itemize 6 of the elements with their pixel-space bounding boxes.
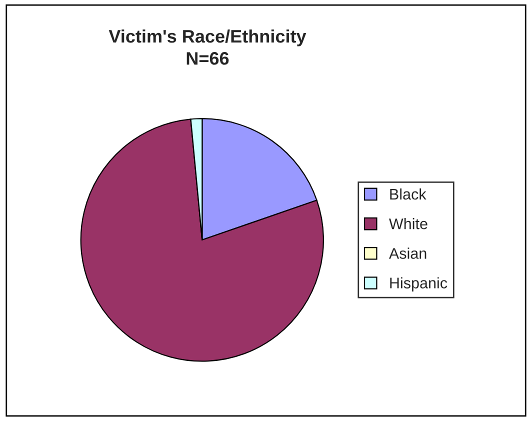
chart-title: Victim's Race/Ethnicity N=66 [108, 29, 306, 65]
legend-label: Asian [388, 248, 426, 259]
pie-slice [80, 118, 324, 362]
legend-label: White [389, 218, 428, 230]
legend-label: Black [390, 188, 426, 200]
legend-label: Hispanic [390, 277, 448, 292]
